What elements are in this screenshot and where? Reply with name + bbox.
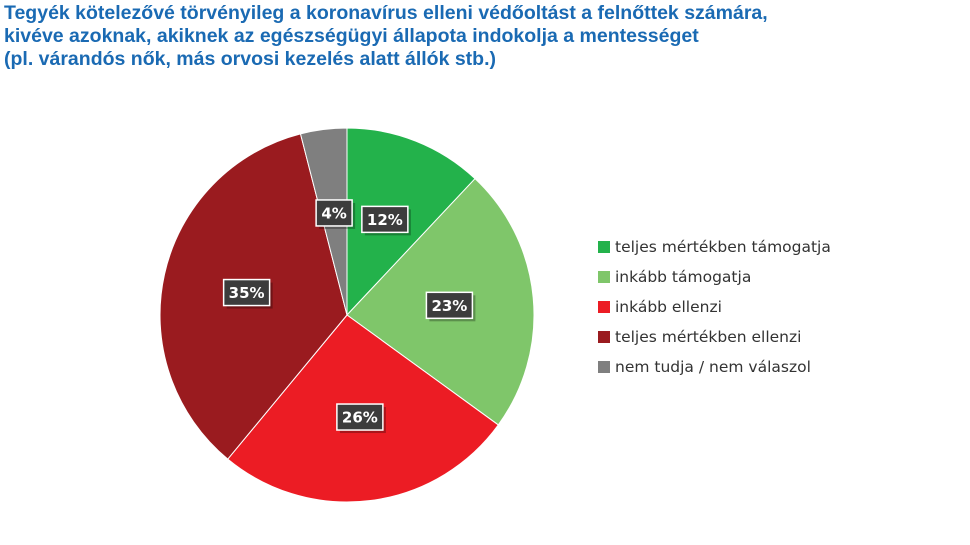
data-label-nem-tudja-nem-valaszol: 4% [315, 199, 356, 229]
legend-swatch [598, 331, 610, 343]
legend-swatch [598, 241, 610, 253]
data-label-text: 12% [367, 211, 403, 229]
data-label-inkabb-tamogatja: 23% [425, 291, 476, 322]
legend: teljes mértékben támogatja inkább támoga… [598, 232, 831, 382]
legend-swatch [598, 301, 610, 313]
data-label-teljes-mertekben-ellenzi: 35% [222, 278, 273, 309]
data-label-teljes-mertekben-tamogatja: 12% [361, 205, 411, 236]
legend-label: nem tudja / nem válaszol [615, 358, 811, 376]
legend-swatch [598, 361, 610, 373]
chart-title-line-1: Tegyék kötelezővé törvényileg a koronaví… [4, 2, 768, 24]
legend-item-teljes-ellenzi: teljes mértékben ellenzi [598, 322, 831, 352]
legend-label: inkább ellenzi [615, 298, 722, 316]
legend-item-inkabb-ellenzi: inkább ellenzi [598, 292, 831, 322]
legend-label: teljes mértékben ellenzi [615, 328, 802, 346]
pie-slice-teljes-mertekben-tamogatja [346, 127, 476, 317]
legend-item-nem-tudja: nem tudja / nem válaszol [598, 352, 831, 382]
data-label-inkabb-ellenzi: 26% [336, 403, 386, 434]
legend-swatch [598, 271, 610, 283]
chart-title-line-3: (pl. várandós nők, más orvosi kezelés al… [4, 48, 497, 70]
legend-item-inkabb-tamogatja: inkább támogatja [598, 262, 831, 292]
chart-title-line-2: kivéve azoknak, akiknek az egészségügyi … [4, 25, 699, 47]
data-label-text: 4% [321, 204, 346, 222]
data-label-text: 23% [431, 297, 467, 315]
legend-label: teljes mértékben támogatja [615, 238, 831, 256]
data-label-text: 26% [342, 409, 378, 427]
chart-title: Tegyék kötelezővé törvényileg a koronaví… [4, 2, 944, 71]
legend-label: inkább támogatja [615, 268, 752, 286]
legend-item-teljes-tamogatja: teljes mértékben támogatja [598, 232, 831, 262]
data-label-text: 35% [229, 284, 265, 302]
